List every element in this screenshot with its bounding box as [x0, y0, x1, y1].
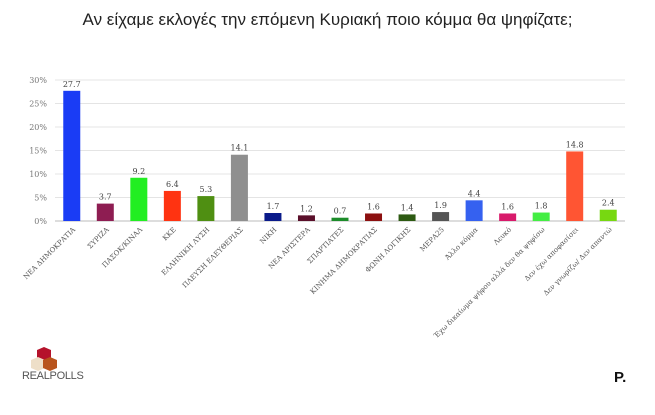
data-label: 2.4 — [602, 199, 615, 208]
data-label: 14.8 — [566, 140, 584, 149]
bar — [331, 217, 349, 221]
data-label: 6.4 — [166, 180, 179, 189]
data-label: 1.9 — [434, 201, 447, 210]
y-tick-label: 0% — [34, 217, 47, 226]
data-label: 14.1 — [231, 144, 249, 153]
x-tick-label: Δεν έχω αποφασίσει — [522, 225, 580, 283]
data-label: 5.3 — [200, 185, 213, 194]
bar — [230, 154, 248, 221]
p-logo: P. — [614, 369, 627, 386]
data-label: 1.8 — [535, 202, 548, 211]
data-label: 1.7 — [267, 202, 280, 211]
x-tick-label: ΝΕΑ ΔΗΜΟΚΡΑΤΙΑ — [22, 225, 78, 281]
y-tick-label: 25% — [29, 100, 47, 109]
bar — [465, 200, 483, 221]
bar — [197, 196, 215, 221]
bar — [432, 212, 450, 221]
x-tick-label: ΚΙΝΗΜΑ ΔΗΜΟΚΡΑΤΙΑΣ — [309, 226, 379, 296]
x-tick-label: ΝΙΚΗ — [258, 226, 278, 246]
x-tick-label: Άλλο κόμμα — [443, 226, 480, 263]
bar — [499, 213, 517, 221]
x-tick-label: ΠΛΕΥΣΗ ΕΛΕΥΘΕΡΙΑΣ — [181, 226, 245, 290]
data-label: 4.4 — [468, 189, 481, 198]
data-label: 27.7 — [63, 80, 81, 89]
x-tick-label: ΣΥΡΙΖΑ — [86, 225, 111, 250]
data-label: 0.7 — [334, 207, 347, 216]
bar — [163, 190, 181, 221]
data-label: 9.2 — [132, 167, 145, 176]
data-label: 1.2 — [300, 204, 313, 213]
bar — [63, 90, 81, 221]
x-tick-label: ΜΕΡΑ25 — [418, 226, 446, 254]
y-tick-label: 20% — [29, 123, 47, 132]
bar — [297, 215, 315, 221]
bar — [130, 177, 148, 221]
realpolls-logo-icon — [18, 345, 88, 385]
bar — [96, 203, 114, 221]
bar — [532, 212, 550, 221]
bar — [264, 213, 282, 221]
data-label: 1.6 — [501, 202, 514, 211]
data-label: 1.4 — [401, 203, 414, 212]
bar — [599, 209, 617, 221]
x-tick-label: Έχω δικαίωμα ψήφου αλλά δεν θα ψηφίσω — [432, 225, 547, 340]
bar — [398, 214, 416, 221]
x-tick-label: Δεν γνωρίζω/ Δεν απαντώ — [541, 225, 614, 298]
y-tick-label: 5% — [34, 194, 47, 203]
y-tick-label: 10% — [29, 170, 47, 179]
bar — [365, 213, 383, 221]
realpolls-logo-text: REALPOLLS — [22, 370, 84, 382]
data-label: 1.6 — [367, 202, 380, 211]
x-tick-label: Λευκό — [491, 226, 513, 248]
chart-title: Αν είχαμε εκλογές την επόμενη Κυριακή πο… — [82, 10, 573, 29]
data-label: 3.7 — [99, 193, 112, 202]
y-tick-label: 30% — [29, 76, 47, 85]
y-tick-label: 15% — [29, 147, 47, 156]
bar — [566, 151, 584, 221]
x-tick-label: ΚΚΕ — [161, 226, 178, 243]
